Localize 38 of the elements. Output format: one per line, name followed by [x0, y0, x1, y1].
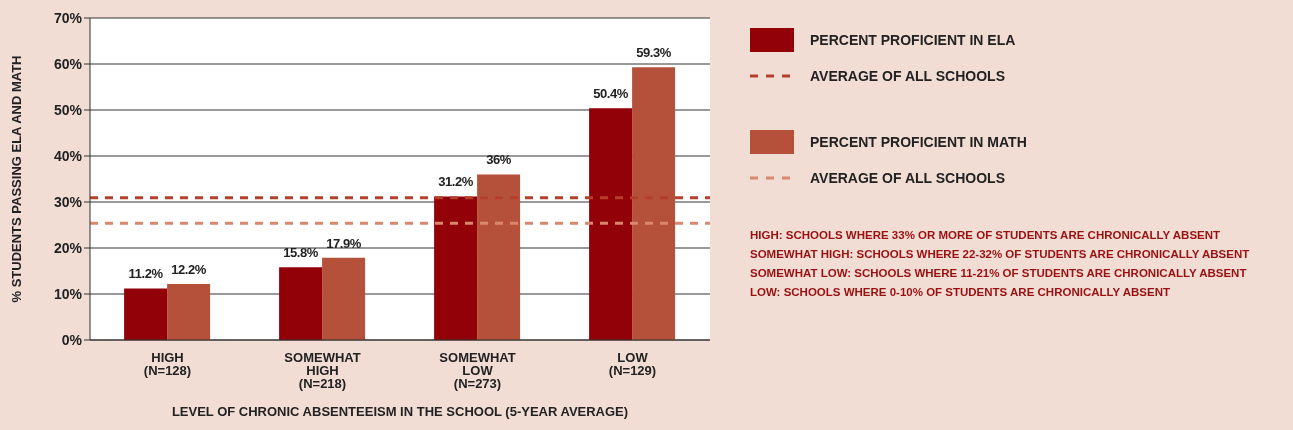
data-label: 11.2% — [128, 266, 164, 282]
text: HIGH: SCHOOLS WHERE 33% OR MORE OF STUDENTS ARE CHRONICALLY ABSENT — [750, 228, 1222, 243]
x-tick-label: LOW (N=129) — [608, 350, 657, 379]
y-tick-label: 30% — [53, 193, 83, 210]
x-tick-label: SOMEWHAT LOW (N=273) — [439, 350, 516, 392]
bar — [589, 108, 633, 340]
y-tick-label: 20% — [53, 239, 83, 256]
bar — [477, 174, 521, 340]
text: SOMEWHAT HIGH: SCHOOLS WHERE 22-32% OF STUDENTS ARE CHRONICALLY ABSENT — [750, 247, 1250, 262]
legend-label: PERCENT PROFICIENT IN MATH — [810, 134, 1027, 150]
y-tick-label: 40% — [53, 147, 83, 164]
y-tick-label: 0% — [61, 331, 83, 348]
x-tick-label: SOMEWHAT HIGH (N=218) — [284, 350, 361, 392]
bar — [124, 288, 168, 340]
text: LOW: SCHOOLS WHERE 0-10% OF STUDENTS ARE CHRONICALLY ABSENT — [750, 285, 1171, 300]
text: SOMEWHAT LOW: SCHOOLS WHERE 11-21% OF STUDENTS ARE CHRONICALLY ABSENT — [750, 266, 1248, 281]
y-tick-label: 70% — [53, 9, 83, 26]
data-label: 17.9% — [326, 235, 362, 251]
bar — [167, 283, 211, 340]
bar — [632, 67, 676, 340]
y-tick-label: 10% — [53, 285, 83, 302]
x-axis-title: LEVEL OF CHRONIC ABSENTEEISM IN THE SCHOOL (5-YEAR AVERAGE) — [171, 404, 629, 419]
data-label: 31.2% — [438, 174, 474, 190]
y-tick-label: 50% — [53, 101, 83, 118]
data-label: 12.2% — [171, 261, 207, 277]
bar — [434, 196, 478, 340]
legend-label: AVERAGE OF ALL SCHOOLS — [810, 68, 1005, 84]
data-label: 50.4% — [593, 86, 629, 102]
y-axis-title: % STUDENTS PASSING ELA AND MATH — [8, 55, 24, 303]
bar — [279, 267, 323, 340]
y-tick-label: 60% — [53, 55, 83, 72]
x-tick-label: HIGH (N=128) — [143, 350, 192, 379]
legend-label: AVERAGE OF ALL SCHOOLS — [810, 170, 1005, 186]
data-label: 59.3% — [636, 45, 672, 61]
data-label: 36% — [486, 152, 512, 168]
data-label: 15.8% — [283, 245, 319, 261]
legend-label: PERCENT PROFICIENT IN ELA — [810, 32, 1016, 48]
bar — [322, 257, 366, 340]
